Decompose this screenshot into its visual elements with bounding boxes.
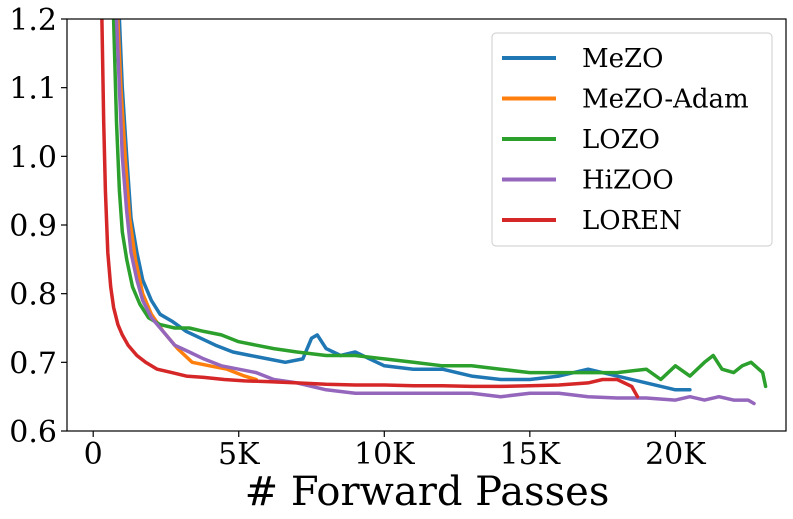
legend-label: MeZO bbox=[582, 44, 663, 74]
y-axis: 0.6 0.7 0.8 0.9 1.0 1.1 1.2 bbox=[9, 3, 67, 450]
series-line-lozo bbox=[111, 19, 768, 389]
x-axis-title: # Forward Passes bbox=[245, 469, 610, 515]
series-line-mezo bbox=[117, 19, 692, 392]
x-tick-label: 10K bbox=[354, 437, 415, 472]
y-tick-label: 0.7 bbox=[9, 346, 57, 381]
y-tick-label: 0.9 bbox=[9, 209, 57, 244]
series-line-hizoo bbox=[114, 19, 756, 406]
y-tick-label: 1.2 bbox=[9, 3, 57, 38]
legend-label: LOREN bbox=[582, 206, 682, 236]
series-line-loren bbox=[100, 19, 640, 399]
x-tick-label: 5K bbox=[218, 437, 260, 472]
y-tick-label: 1.0 bbox=[9, 140, 57, 175]
x-tick-label: 15K bbox=[500, 437, 561, 472]
x-tick-label: 0 bbox=[84, 437, 103, 472]
legend-label: LOZO bbox=[582, 125, 660, 155]
y-tick-label: 0.8 bbox=[9, 278, 57, 313]
legend-label: MeZO-Adam bbox=[582, 85, 749, 115]
x-axis: 0 5K 10K 15K 20K bbox=[84, 431, 706, 472]
legend-label: HiZOO bbox=[582, 166, 674, 196]
y-tick-label: 1.1 bbox=[9, 72, 57, 107]
legend-box bbox=[491, 32, 773, 247]
y-tick-label: 0.6 bbox=[9, 415, 57, 450]
series-layer bbox=[100, 19, 768, 406]
x-tick-label: 20K bbox=[645, 437, 706, 472]
legend: MeZO MeZO-Adam LOZO HiZOO LOREN bbox=[491, 32, 773, 247]
